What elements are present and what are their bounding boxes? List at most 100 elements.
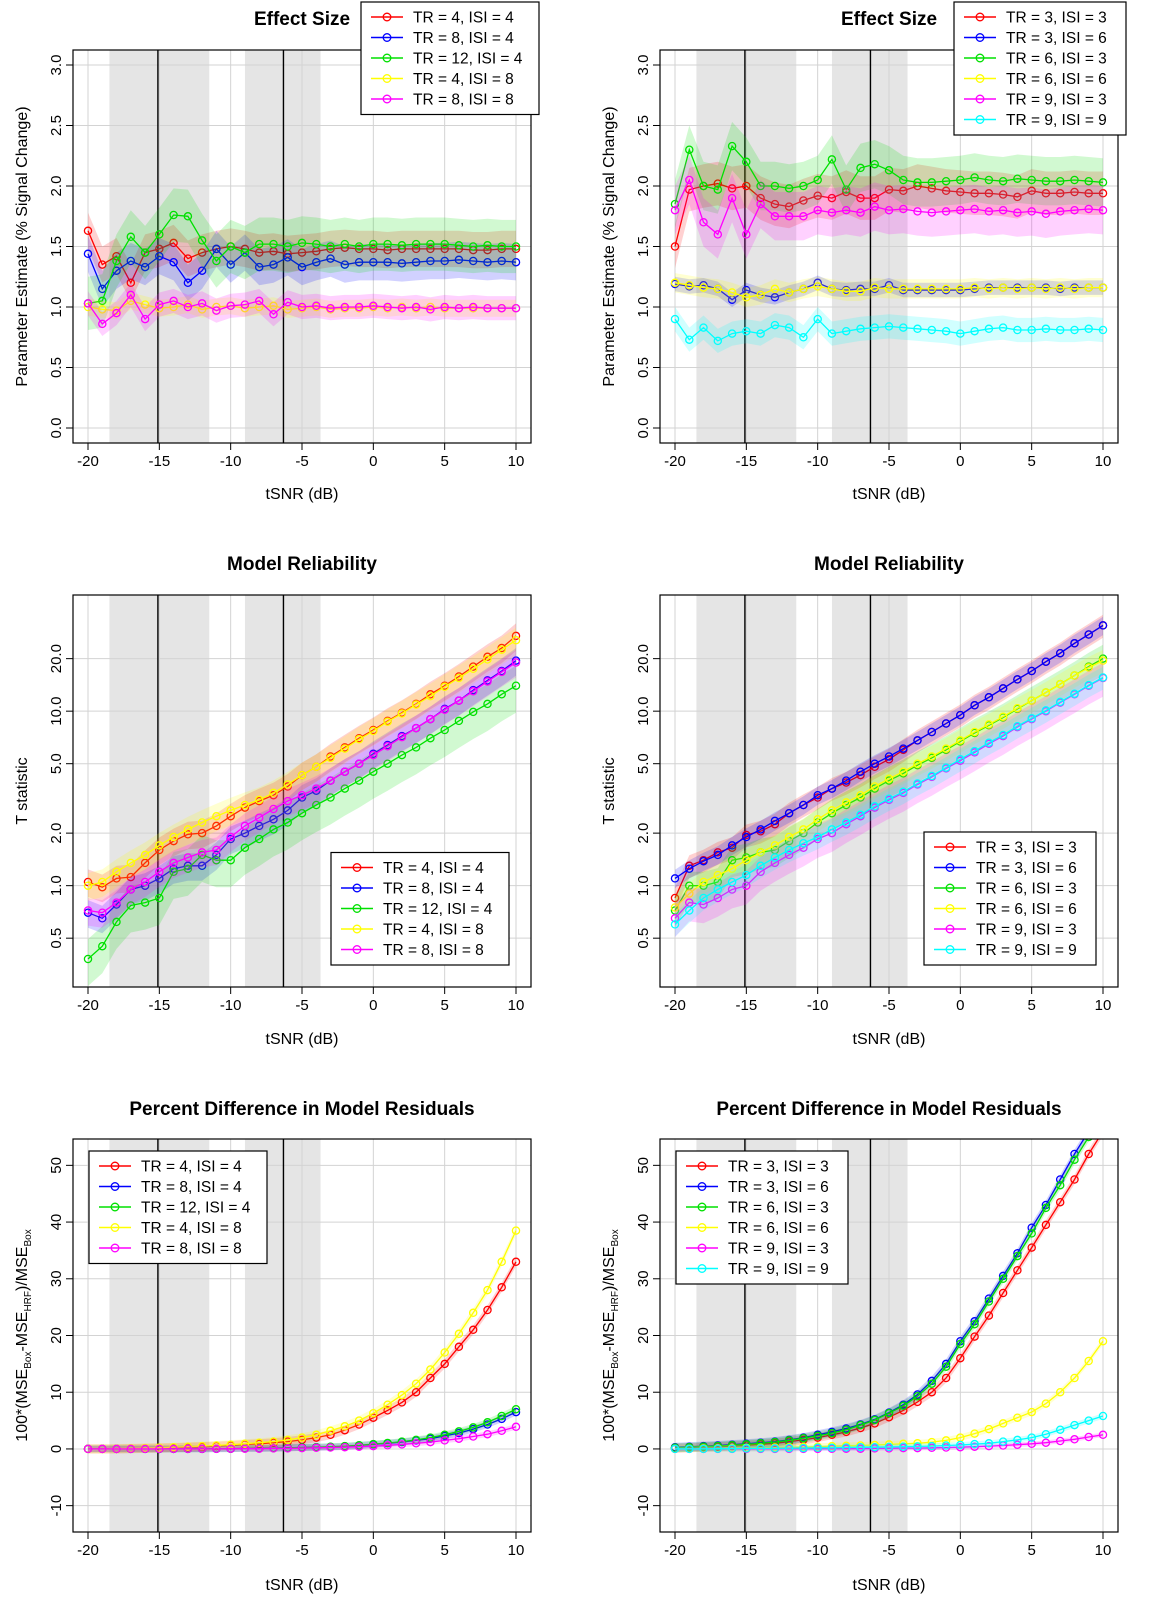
data-point: [197, 1444, 207, 1454]
y-tick-label: 2.0: [635, 176, 652, 197]
legend-item: TR = 9, ISI = 3: [686, 1241, 829, 1258]
data-point: [112, 917, 121, 927]
legend-label: TR = 4, ISI = 4: [141, 1159, 242, 1176]
data-point: [226, 855, 235, 865]
legend-item: TR = 4, ISI = 8: [341, 922, 484, 939]
data-point: [340, 1422, 350, 1431]
data-point: [984, 207, 994, 216]
data-point: [713, 850, 723, 860]
data-point: [670, 1444, 680, 1454]
x-axis-label: tSNR (dB): [853, 1577, 926, 1594]
data-point: [226, 260, 235, 269]
data-point: [727, 193, 737, 203]
x-tick-label: -10: [807, 997, 829, 1014]
x-tick-label: 10: [1095, 453, 1112, 470]
data-point: [340, 239, 350, 249]
x-tick-label: -5: [295, 453, 308, 470]
data-point: [713, 893, 723, 903]
series-band-yellow: [88, 627, 516, 901]
data-point: [856, 324, 865, 334]
series-band-green: [675, 121, 1103, 229]
data-point: [212, 855, 221, 865]
data-point: [1041, 706, 1051, 715]
data-point: [1055, 207, 1065, 216]
data-point: [1085, 1128, 1092, 1135]
data-point: [927, 178, 937, 187]
data-point: [1027, 283, 1036, 292]
data-point: [254, 795, 264, 805]
x-tick-label: 10: [1095, 997, 1112, 1014]
x-axis-label: tSNR (dB): [266, 486, 339, 503]
data-point: [941, 1373, 951, 1383]
legend-item: TR = 12, ISI = 4: [341, 901, 493, 918]
legend-marker: [975, 33, 985, 42]
data-point: [927, 208, 937, 217]
data-point: [899, 787, 908, 797]
data-point: [813, 832, 822, 842]
data-point: [913, 178, 922, 187]
data-point: [312, 239, 321, 249]
data-point: [98, 941, 107, 951]
legend-marker: [352, 904, 362, 913]
data-point: [713, 185, 723, 194]
data-point: [941, 207, 951, 216]
data-point: [827, 1443, 837, 1453]
data-point: [699, 1444, 708, 1454]
data-point: [956, 736, 965, 745]
data-point: [1027, 1439, 1036, 1449]
legend-marker: [382, 74, 392, 83]
data-point: [454, 303, 464, 313]
data-point: [383, 257, 392, 267]
data-point: [454, 696, 464, 705]
data-point: [699, 893, 708, 903]
data-point: [727, 855, 737, 865]
data-point: [699, 181, 708, 191]
data-point: [468, 1423, 478, 1432]
data-point: [397, 303, 407, 313]
data-point: [856, 287, 865, 296]
data-point: [240, 1439, 250, 1449]
data-point: [670, 278, 680, 288]
legend-marker: [697, 1243, 707, 1253]
data-point: [1041, 1429, 1051, 1439]
plot-area: [660, 595, 1118, 987]
data-point: [799, 825, 808, 834]
data-point: [511, 1422, 521, 1432]
data-point: [240, 843, 250, 852]
data-point: [483, 1418, 492, 1427]
data-point: [1027, 325, 1036, 335]
x-tick-label: 5: [440, 453, 448, 470]
series-line-cyan: [674, 676, 1104, 925]
y-tick-label: 10.0: [48, 697, 65, 726]
data-point: [126, 1444, 136, 1454]
data-point: [1099, 1105, 1106, 1112]
data-point: [1013, 1266, 1022, 1275]
data-point: [970, 1442, 979, 1451]
legend-marker: [975, 94, 985, 104]
data-point: [813, 1443, 822, 1453]
y-axis-label-part: -MSE: [601, 1312, 618, 1352]
data-point: [1041, 324, 1051, 334]
x-tick-label: -15: [735, 453, 757, 470]
data-point: [1041, 1220, 1051, 1230]
y-tick-label: 50: [48, 1157, 65, 1174]
data-point: [756, 181, 765, 191]
data-point: [742, 832, 751, 842]
y-tick-label: 1.0: [48, 297, 65, 318]
data-point: [956, 187, 965, 197]
data-point: [468, 687, 478, 696]
data-point: [870, 202, 879, 211]
data-point: [340, 767, 350, 776]
data-point: [1084, 1149, 1093, 1159]
data-point: [799, 843, 808, 852]
data-point: [756, 848, 765, 857]
legend-marker: [352, 945, 362, 954]
data-point: [1070, 671, 1079, 680]
data-point: [956, 710, 965, 720]
data-point: [511, 631, 521, 641]
data-point: [283, 253, 292, 262]
data-point: [1013, 1435, 1022, 1445]
data-point: [1084, 1356, 1093, 1366]
data-point: [183, 1444, 193, 1454]
legend-marker: [945, 924, 955, 934]
